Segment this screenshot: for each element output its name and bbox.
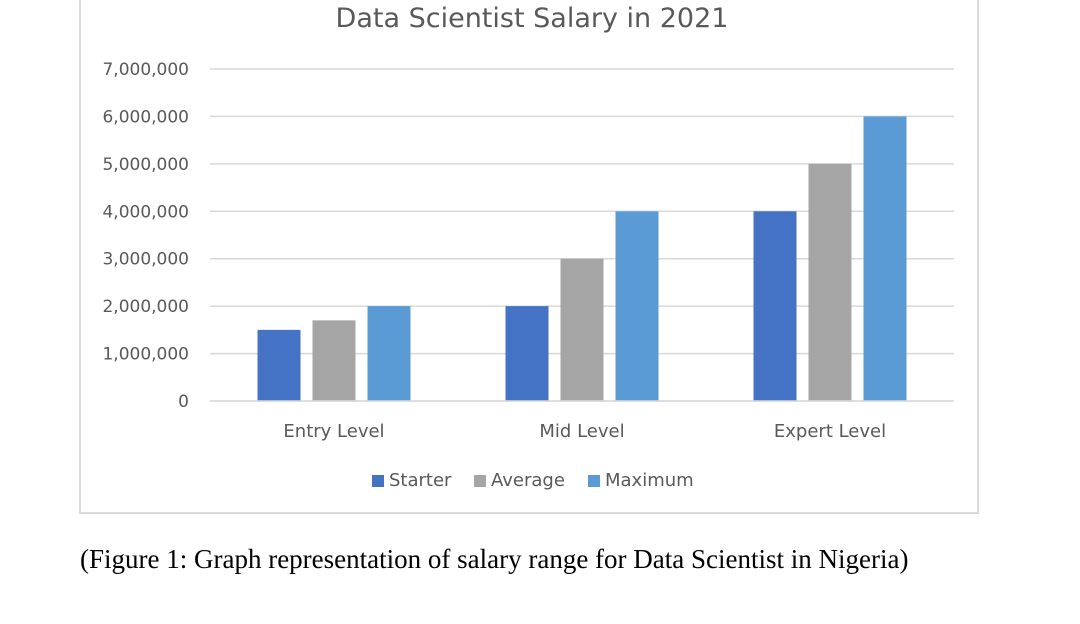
y-tick-label: 5,000,000: [102, 155, 189, 175]
legend-swatch: [474, 475, 486, 487]
y-tick-label: 1,000,000: [102, 345, 189, 365]
figure-caption: (Figure 1: Graph representation of salar…: [80, 544, 909, 574]
bar-average-entry-level: [312, 320, 356, 401]
bar-starter-expert-level: [753, 211, 797, 401]
chart-frame: Data Scientist Salary in 2021 0 1,000,000…: [79, 0, 979, 514]
y-tick-label: 4,000,000: [102, 202, 189, 222]
legend-label: Maximum: [605, 470, 694, 491]
bar-average-expert-level: [808, 163, 852, 401]
legend-item-starter: Starter: [372, 470, 452, 491]
bar-chart: Data Scientist Salary in 2021 0 1,000,000…: [102, 3, 954, 491]
bar-average-mid-level: [560, 258, 604, 401]
y-tick-label: 7,000,000: [102, 60, 189, 80]
legend-label: Average: [491, 470, 565, 491]
legend-swatch: [588, 475, 600, 487]
x-tick-label: Mid Level: [539, 421, 624, 442]
legend-item-maximum: Maximum: [588, 470, 694, 491]
bar-maximum-mid-level: [615, 211, 659, 401]
x-tick-label: Entry Level: [283, 421, 384, 442]
y-tick-label: 0: [178, 392, 189, 412]
bar-starter-mid-level: [505, 306, 549, 401]
legend-item-average: Average: [474, 470, 565, 491]
bar-maximum-expert-level: [863, 116, 907, 401]
bar-starter-entry-level: [257, 329, 301, 401]
x-tick-label: Expert Level: [774, 421, 886, 442]
legend-swatch: [372, 475, 384, 487]
bar-maximum-entry-level: [367, 306, 411, 401]
y-tick-label: 6,000,000: [102, 107, 189, 127]
chart-title: Data Scientist Salary in 2021: [336, 3, 729, 34]
y-tick-label: 3,000,000: [102, 250, 189, 270]
legend-label: Starter: [389, 470, 452, 491]
y-tick-label: 2,000,000: [102, 297, 189, 317]
